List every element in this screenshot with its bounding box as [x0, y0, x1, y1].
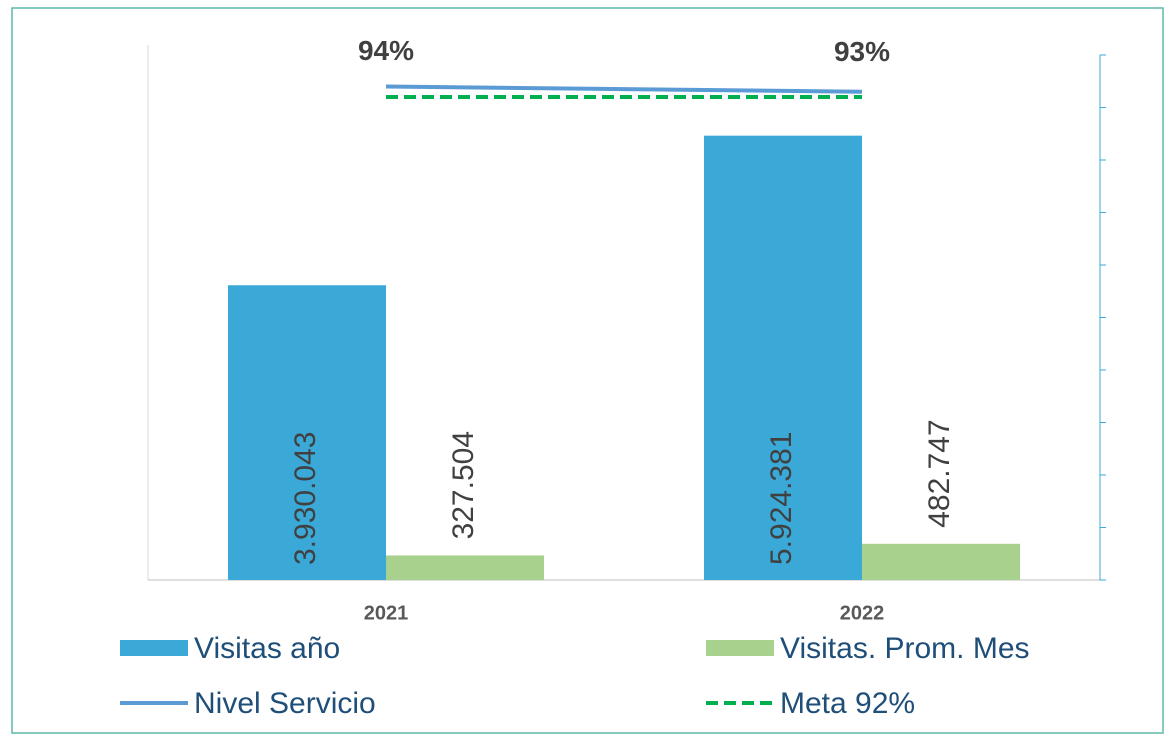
data-label: 5.924.381	[765, 432, 798, 565]
data-label: 327.504	[447, 431, 480, 539]
legend-swatch	[706, 640, 774, 656]
chart-frame	[11, 7, 1164, 734]
legend-label: Nivel Servicio	[194, 687, 376, 720]
data-label: 482.747	[923, 419, 956, 527]
bar	[228, 285, 386, 580]
legend-label: Meta 92%	[780, 687, 915, 720]
bar	[386, 555, 544, 580]
data-label: 3.930.043	[289, 432, 322, 565]
line-series	[385, 84, 863, 94]
data-label: 93%	[834, 36, 890, 67]
x-tick-label: 2021	[364, 602, 409, 624]
data-label: 94%	[358, 35, 414, 66]
bar	[862, 543, 1020, 580]
legend-label: Visitas. Prom. Mes	[780, 632, 1030, 665]
legend-swatch	[120, 640, 188, 656]
legend-label: Visitas año	[194, 632, 340, 665]
bar	[704, 135, 862, 580]
x-tick-label: 2022	[840, 602, 885, 624]
